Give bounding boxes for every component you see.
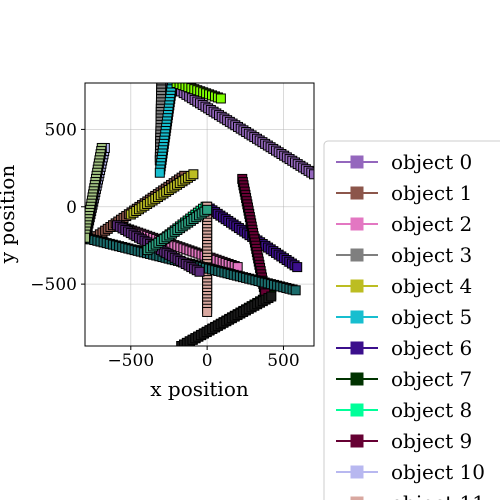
legend-label: object 10 [391, 460, 485, 484]
data-point [267, 292, 276, 301]
legend-marker [351, 466, 363, 478]
legend: object 0 object 1 object 2 object 3 object 4… [324, 141, 500, 500]
legend-marker [351, 156, 363, 168]
y-axis-label: y position [0, 165, 19, 265]
legend-label: object 2 [391, 212, 472, 236]
legend-marker [351, 218, 363, 230]
legend-label: object 9 [391, 429, 472, 453]
legend-marker [351, 373, 363, 385]
data-point [203, 205, 212, 214]
x-tick-label: −500 [107, 351, 154, 371]
legend-label: object 0 [391, 150, 472, 174]
data-point [203, 307, 212, 316]
legend-marker [351, 280, 363, 292]
data-point [189, 170, 198, 179]
legend-label: object 7 [391, 367, 472, 391]
y-tick-label: −500 [30, 275, 77, 295]
legend-label: object 5 [391, 305, 472, 329]
legend-marker [351, 435, 363, 447]
series-trajectory [177, 292, 276, 351]
legend-label: object 8 [391, 398, 472, 422]
legend-marker [351, 311, 363, 323]
series-object-0 [163, 79, 319, 179]
legend-marker [351, 249, 363, 261]
x-axis-label: x position [150, 377, 249, 401]
legend-marker [351, 187, 363, 199]
x-tick-label: 0 [202, 351, 213, 371]
data-point [291, 286, 300, 295]
legend-marker [351, 342, 363, 354]
data-point [155, 168, 164, 177]
data-point [195, 267, 204, 276]
legend-label: object 3 [391, 243, 472, 267]
legend-label: object 1 [391, 181, 472, 205]
y-tick-label: 0 [66, 198, 77, 218]
y-tick-label: 500 [45, 120, 77, 140]
legend-marker [351, 404, 363, 416]
data-point [293, 263, 302, 272]
legend-label: object 4 [391, 274, 472, 298]
data-point [216, 94, 225, 103]
legend-label: object 11 [391, 491, 485, 500]
plot-marks [81, 79, 319, 351]
x-tick-label: 500 [267, 351, 299, 371]
legend-label: object 6 [391, 336, 472, 360]
